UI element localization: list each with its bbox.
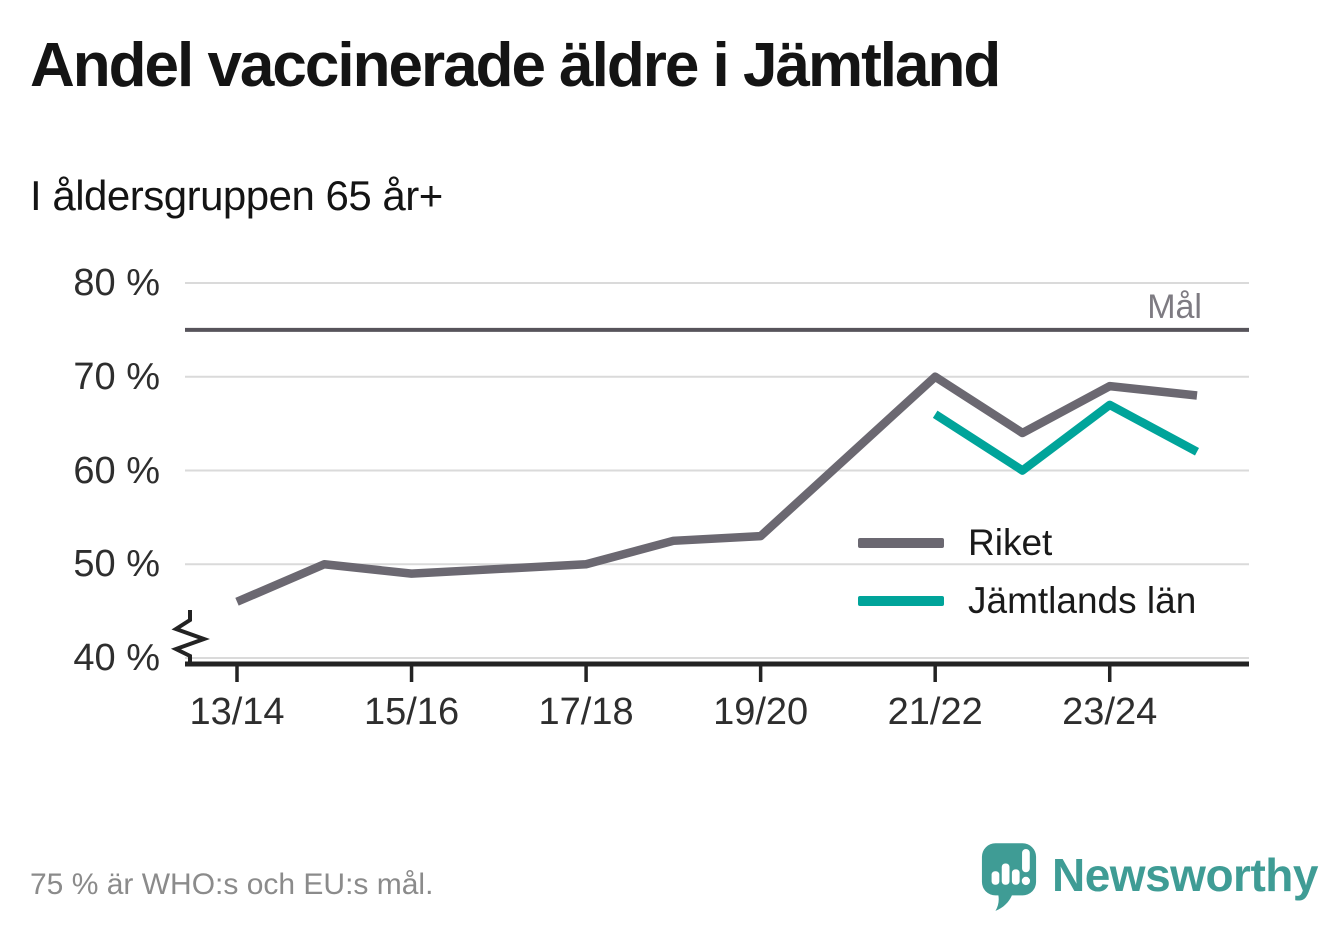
x-axis-label: 17/18 [538, 691, 634, 733]
legend: Riket Jämtlands län [858, 522, 1218, 638]
legend-item-jamtland: Jämtlands län [858, 580, 1218, 638]
riket-line [235, 372, 1198, 606]
newsworthy-logo: Newsworthy [980, 840, 1318, 918]
y-axis-label: 50 % [73, 543, 160, 586]
legend-label-jamtland: Jämtlands län [968, 580, 1197, 621]
legend-item-riket: Riket [858, 522, 1218, 580]
x-axis-label: 23/24 [1062, 691, 1158, 733]
y-axis-label: 70 % [73, 355, 160, 398]
riket-line-swatch [858, 538, 944, 548]
x-axis-label: 19/20 [713, 691, 809, 733]
chart-title: Andel vaccinerade äldre i Jämtland [30, 31, 1001, 100]
newsworthy-logo-icon [981, 843, 1037, 911]
jamtland-line-swatch [858, 596, 944, 606]
chart-subtitle: I åldersgruppen 65 år+ [30, 172, 443, 219]
newsworthy-wordmark: Newsworthy [1052, 849, 1318, 901]
x-axis-label: 21/22 [887, 691, 983, 733]
jamtland-line [932, 400, 1200, 475]
y-axis-label: 40 % [73, 637, 160, 679]
x-axis-label: 15/16 [363, 691, 460, 733]
goal-line-label: Mål [1147, 288, 1202, 326]
footer-note: 75 % är WHO:s och EU:s mål. [30, 868, 434, 901]
axis-break-icon [170, 610, 210, 666]
y-axis-label: 60 % [73, 449, 160, 492]
legend-label-riket: Riket [968, 522, 1053, 563]
x-axis-label: 13/14 [189, 691, 285, 733]
y-axis-label: 80 % [73, 262, 160, 304]
